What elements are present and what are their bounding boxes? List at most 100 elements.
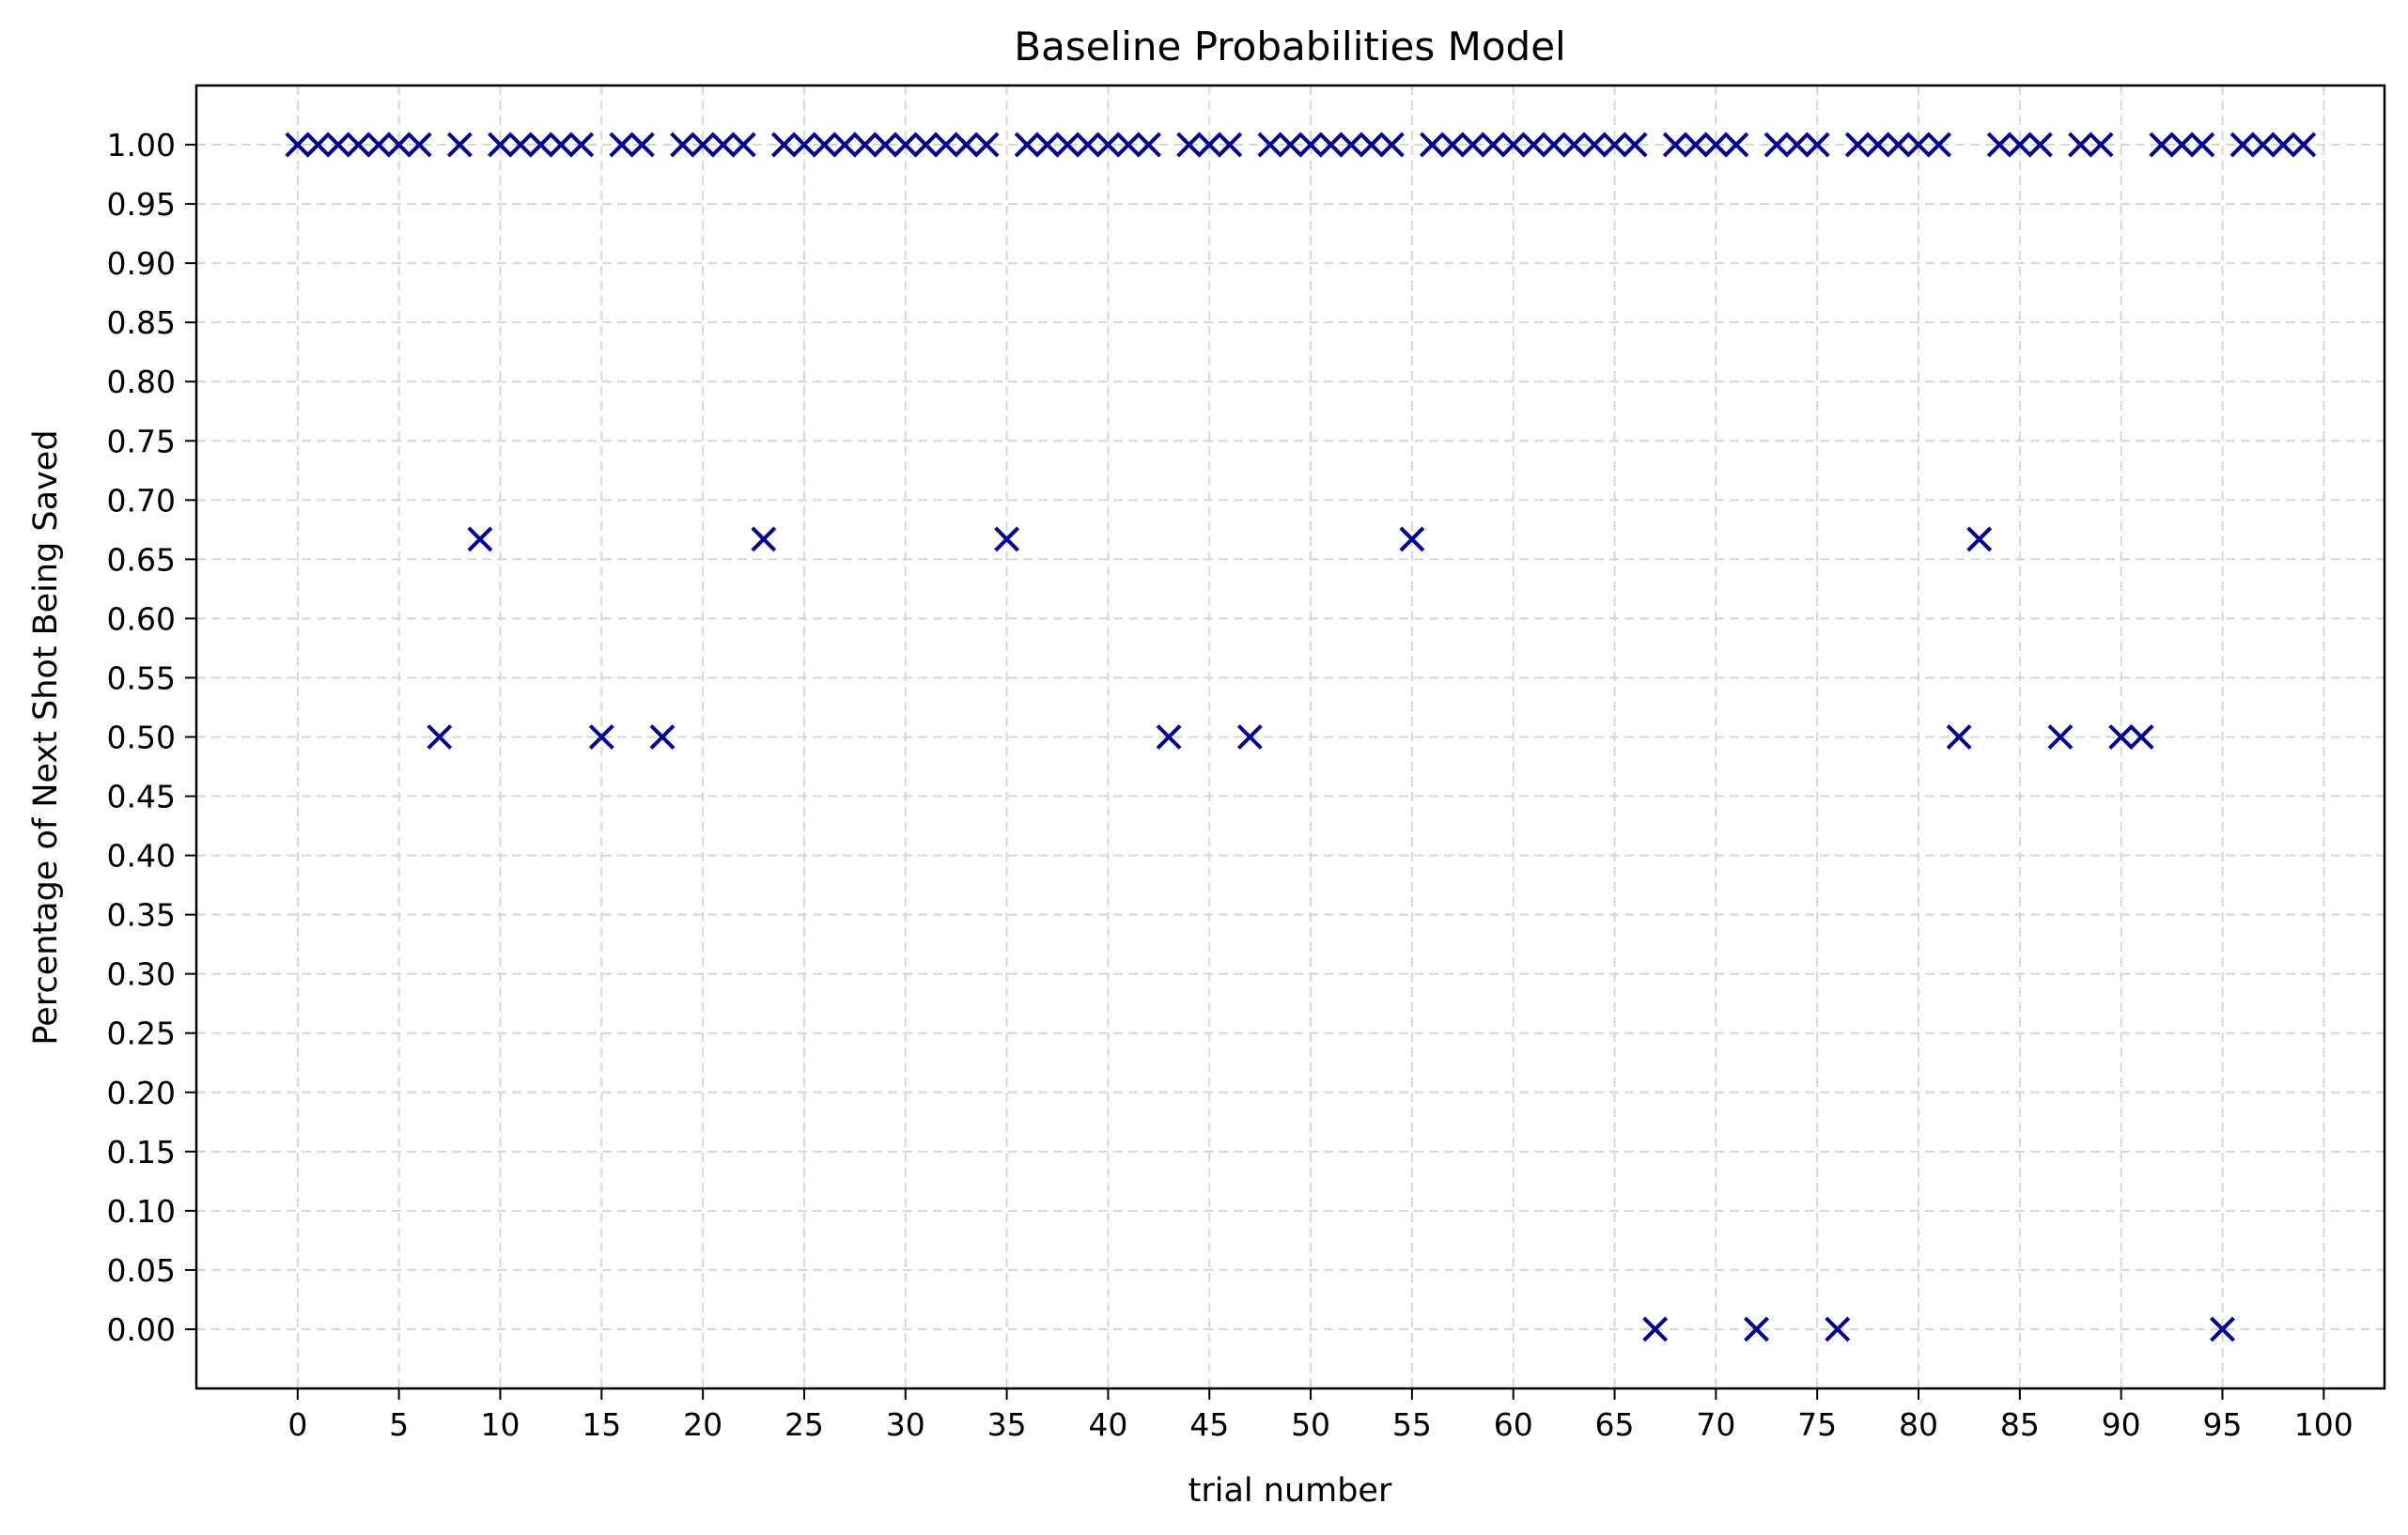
x-tick-label: 75 [1797, 1406, 1837, 1443]
data-point-marker [1420, 132, 1445, 158]
x-tick-label: 25 [785, 1406, 824, 1443]
data-point-marker [1460, 132, 1485, 158]
y-tick-label: 0.85 [107, 304, 176, 341]
data-point-marker [528, 132, 554, 158]
marker-stroke [1297, 132, 1324, 158]
data-point-marker [1763, 132, 1790, 158]
x-tick-label: 95 [2202, 1406, 2242, 1443]
grid-lines [196, 85, 2385, 1388]
chart-title: Baseline Probabilities Model [1014, 23, 1565, 70]
data-point-marker [2128, 724, 2154, 750]
data-point-marker [1986, 132, 2012, 158]
x-tick-label: 35 [987, 1406, 1027, 1443]
plot-frame [194, 84, 2386, 1390]
data-point-marker [1561, 132, 1587, 158]
marker-stroke [325, 132, 351, 158]
marker-stroke [2189, 132, 2215, 158]
marker-stroke [346, 132, 371, 158]
data-point-marker [548, 132, 574, 158]
y-tick-label: 0.00 [107, 1311, 176, 1348]
data-point-marker [2027, 132, 2053, 158]
marker-stroke [2108, 724, 2135, 750]
marker-stroke [1683, 132, 1709, 158]
marker-stroke [1034, 132, 1061, 158]
data-point-marker [912, 132, 939, 158]
data-point-marker [1115, 132, 1142, 158]
marker-stroke [1500, 132, 1527, 158]
data-point-marker [994, 526, 1020, 552]
marker-stroke [730, 132, 756, 158]
y-tick-label: 0.15 [107, 1134, 176, 1171]
data-point-marker [1744, 1316, 1769, 1342]
data-point-marker [751, 526, 777, 552]
data-point-marker [2210, 1316, 2235, 1342]
x-tick-label: 30 [886, 1406, 925, 1443]
x-tick-label: 40 [1088, 1406, 1127, 1443]
data-point-marker [304, 132, 331, 158]
data-point-marker [831, 132, 858, 158]
marker-stroke [954, 132, 979, 158]
data-point-marker [690, 132, 716, 158]
data-point-marker [1784, 132, 1810, 158]
marker-stroke [1318, 132, 1344, 158]
data-point-marker [1946, 724, 1972, 750]
marker-stroke [710, 132, 737, 158]
marker-stroke [1561, 132, 1587, 158]
data-point-marker [1236, 724, 1263, 750]
data-point-marker [1905, 132, 1932, 158]
data-point-marker [1034, 132, 1061, 158]
data-point-marker [1541, 132, 1567, 158]
x-tick-label: 20 [683, 1406, 722, 1443]
marker-stroke [994, 526, 1020, 552]
data-point-marker [2007, 132, 2033, 158]
x-tick-label: 45 [1189, 1406, 1229, 1443]
data-point-marker [649, 724, 676, 750]
marker-stroke [812, 132, 837, 158]
marker-stroke [1257, 132, 1283, 158]
data-point-marker [1075, 132, 1101, 158]
marker-stroke [488, 132, 513, 158]
data-point-marker [2189, 132, 2215, 158]
data-point-marker [406, 132, 432, 158]
marker-stroke [2210, 1316, 2235, 1342]
marker-stroke [609, 132, 635, 158]
marker-stroke [528, 132, 554, 158]
marker-stroke [1136, 132, 1161, 158]
marker-stroke [2007, 132, 2033, 158]
marker-stroke [1054, 132, 1080, 158]
marker-stroke [1196, 132, 1222, 158]
data-point-marker [507, 132, 534, 158]
marker-stroke [2291, 132, 2317, 158]
marker-stroke [1338, 132, 1364, 158]
y-tick-label: 0.50 [107, 720, 176, 756]
y-tick-label: 0.40 [107, 838, 176, 875]
marker-stroke [1825, 1316, 1851, 1342]
x-tick-label: 90 [2102, 1406, 2141, 1443]
data-point-marker [2229, 132, 2256, 158]
data-point-marker [1399, 526, 1425, 552]
data-point-marker [1804, 132, 1830, 158]
x-axis-label: trial number [1188, 1472, 1392, 1510]
marker-stroke [386, 132, 412, 158]
x-tick-label: 65 [1595, 1406, 1635, 1443]
marker-stroke [1399, 526, 1425, 552]
marker-stroke [2027, 132, 2053, 158]
marker-stroke [1439, 132, 1466, 158]
marker-stroke [649, 724, 676, 750]
data-point-marker [1196, 132, 1222, 158]
marker-stroke [852, 132, 878, 158]
data-point-marker [954, 132, 979, 158]
x-tick-label: 15 [582, 1406, 621, 1443]
data-point-marker [710, 132, 737, 158]
y-tick-label: 1.00 [107, 127, 176, 163]
marker-stroke [304, 132, 331, 158]
marker-stroke [1642, 1316, 1669, 1342]
data-point-marker [446, 132, 473, 158]
marker-stroke [1784, 132, 1810, 158]
data-point-marker [1662, 132, 1688, 158]
data-point-marker [365, 132, 392, 158]
y-tick-label: 0.45 [107, 779, 176, 815]
data-point-marker [2291, 132, 2317, 158]
y-tick-label: 0.10 [107, 1193, 176, 1230]
y-tick-label: 0.65 [107, 541, 176, 578]
